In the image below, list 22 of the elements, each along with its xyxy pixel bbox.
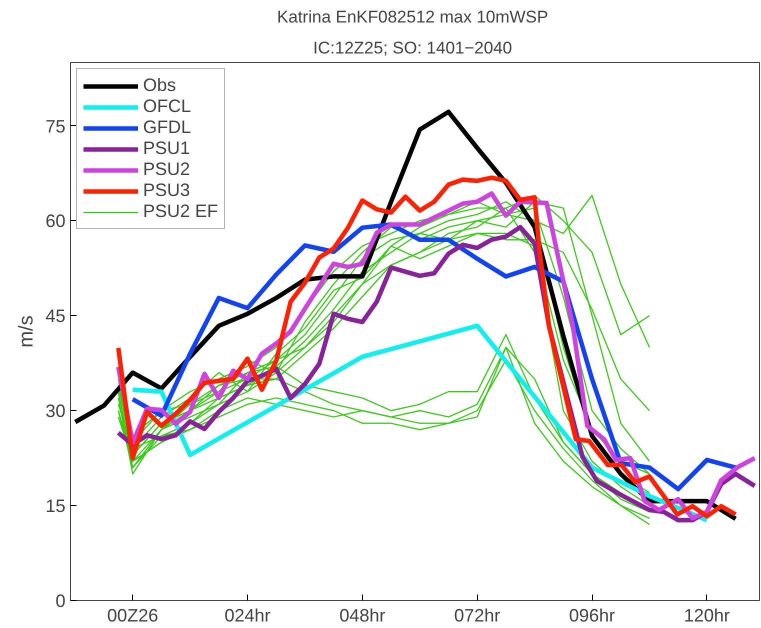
x-tick-label: 072hr — [454, 606, 500, 626]
x-tick-label: 120hr — [684, 606, 730, 626]
y-tick-label: 15 — [45, 496, 66, 516]
y-tick-label: 45 — [45, 306, 66, 326]
legend-label: OFCL — [143, 96, 192, 117]
x-tick-label: 00Z26 — [107, 606, 158, 626]
y-axis-title: m/s — [15, 315, 38, 348]
y-tick-label: 30 — [45, 401, 66, 422]
chart-title: Katrina EnKF082512 max 10mWSP — [277, 8, 548, 26]
x-tick-label: 096hr — [569, 606, 616, 626]
x-tick-label: 048hr — [339, 606, 386, 626]
chart-subtitle: IC:12Z25; SO: 1401−2040 — [313, 38, 512, 58]
legend-label: GFDL — [143, 117, 192, 138]
y-tick-label: 60 — [45, 211, 66, 232]
y-tick-label: 0 — [55, 591, 66, 611]
legend-label: PSU3 — [143, 180, 190, 201]
legend-label: Obs — [143, 75, 176, 96]
legend-label: PSU2 — [143, 159, 190, 180]
legend-label: PSU2 EF — [143, 201, 218, 222]
x-tick-label: 024hr — [224, 606, 271, 626]
y-tick-label: 75 — [45, 116, 66, 136]
legend-label: PSU1 — [143, 138, 190, 159]
